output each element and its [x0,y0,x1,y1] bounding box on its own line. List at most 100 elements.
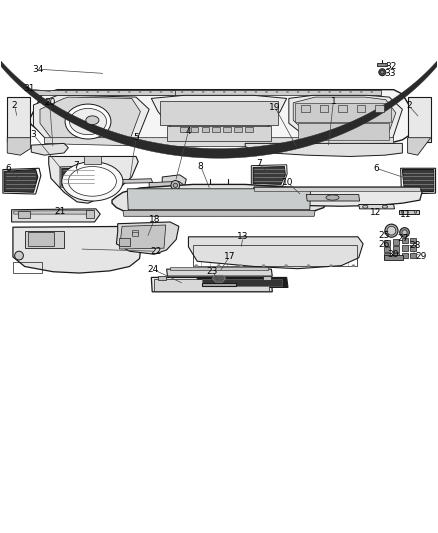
Polygon shape [384,253,390,259]
Bar [245,127,253,132]
Text: 24: 24 [147,264,158,273]
Ellipse shape [139,91,141,93]
Text: 31: 31 [23,84,35,93]
Polygon shape [188,237,363,269]
Polygon shape [12,209,100,222]
Polygon shape [14,211,93,214]
Text: 18: 18 [148,215,160,224]
Ellipse shape [223,91,226,93]
Polygon shape [384,247,390,252]
Bar [357,105,365,111]
Polygon shape [44,138,394,147]
Polygon shape [408,138,431,155]
Polygon shape [289,95,403,143]
Ellipse shape [128,91,131,93]
Polygon shape [402,245,408,251]
Polygon shape [13,227,143,273]
Ellipse shape [307,91,310,93]
Ellipse shape [329,264,333,267]
Text: 34: 34 [32,64,43,74]
Polygon shape [49,157,138,203]
Ellipse shape [402,230,407,235]
Polygon shape [29,90,409,145]
Bar [120,238,131,246]
Bar [338,105,347,111]
Ellipse shape [233,91,236,93]
Bar [375,105,384,111]
Polygon shape [7,97,30,142]
Polygon shape [254,187,420,191]
Text: 22: 22 [150,247,161,256]
Polygon shape [399,210,419,214]
Bar [301,105,310,111]
Text: 6: 6 [373,164,379,173]
Bar [212,127,220,132]
Ellipse shape [284,264,288,267]
Polygon shape [297,123,389,140]
Ellipse shape [371,91,373,93]
Ellipse shape [171,181,180,190]
Text: 11: 11 [400,209,412,219]
Polygon shape [245,143,403,157]
Ellipse shape [318,91,321,93]
Ellipse shape [75,91,78,93]
Ellipse shape [382,205,388,208]
Polygon shape [197,277,288,287]
Polygon shape [31,143,68,155]
Ellipse shape [244,91,247,93]
Polygon shape [403,169,434,192]
Polygon shape [254,187,422,206]
Ellipse shape [170,91,173,93]
Text: 26: 26 [378,240,390,249]
Polygon shape [359,205,395,209]
Bar [201,127,209,132]
Polygon shape [57,90,381,95]
Text: 25: 25 [378,231,390,239]
Ellipse shape [262,264,265,267]
Ellipse shape [65,104,111,139]
Text: 6: 6 [6,164,11,173]
Polygon shape [410,245,417,251]
Text: 3: 3 [31,130,36,139]
Text: 2: 2 [406,101,412,110]
Polygon shape [393,253,399,259]
Text: 28: 28 [409,241,420,251]
Ellipse shape [350,91,352,93]
Text: 13: 13 [237,232,249,241]
Polygon shape [384,240,390,246]
Ellipse shape [379,69,386,76]
Polygon shape [384,255,403,260]
Bar [158,276,166,280]
Polygon shape [160,101,278,125]
Text: 27: 27 [398,234,409,243]
Ellipse shape [307,264,310,267]
Ellipse shape [96,91,99,93]
Ellipse shape [414,211,417,213]
Ellipse shape [385,224,398,237]
Ellipse shape [191,91,194,93]
Text: 12: 12 [370,208,381,217]
Ellipse shape [352,264,355,267]
Text: 7: 7 [256,158,262,167]
Polygon shape [410,238,417,244]
Ellipse shape [286,91,289,93]
Polygon shape [120,225,166,249]
Ellipse shape [173,183,177,188]
Text: 17: 17 [224,252,236,261]
Ellipse shape [14,251,23,260]
Ellipse shape [181,91,184,93]
Bar [84,157,101,164]
Polygon shape [62,168,96,186]
Ellipse shape [212,91,215,93]
Polygon shape [408,97,431,142]
Ellipse shape [86,91,88,93]
Ellipse shape [65,91,67,93]
Ellipse shape [68,166,117,196]
Bar [86,210,94,218]
Polygon shape [393,239,399,245]
Polygon shape [153,279,269,290]
Polygon shape [393,246,399,252]
Text: 19: 19 [269,103,281,111]
Polygon shape [166,269,272,276]
Polygon shape [7,138,30,155]
